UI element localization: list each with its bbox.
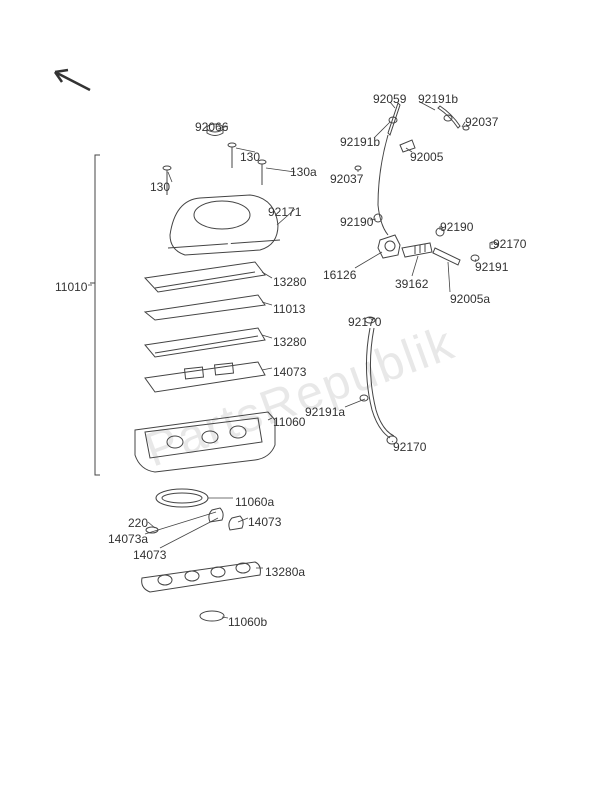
part-label-92005: 92005 (410, 150, 443, 164)
part-label-11060b: 11060b (228, 615, 267, 629)
part-label-92170-1: 92170 (493, 237, 526, 251)
part-label-92037-2: 92037 (330, 172, 363, 186)
part-label-130-2: 130 (240, 150, 260, 164)
part-label-13280-2: 13280 (273, 335, 306, 349)
part-label-130a: 130a (290, 165, 317, 179)
parts-diagram (0, 0, 600, 793)
part-label-11060: 11060 (273, 415, 305, 429)
part-label-92191a: 92191a (305, 405, 345, 419)
part-label-11060a: 11060a (235, 495, 274, 509)
part-label-92191b-1: 92191b (418, 92, 458, 106)
part-label-16126: 16126 (323, 268, 356, 282)
part-label-92066: 92066 (195, 120, 228, 134)
part-label-92190-2: 92190 (440, 220, 473, 234)
part-label-220: 220 (128, 516, 148, 530)
part-label-13280-1: 13280 (273, 275, 306, 289)
part-label-14073-2: 14073 (248, 515, 281, 529)
part-label-130-1: 130 (150, 180, 170, 194)
part-label-92191b-2: 92191b (340, 135, 380, 149)
part-label-13280a: 13280a (265, 565, 305, 579)
part-label-14073-3: 14073 (133, 548, 166, 562)
part-label-11010: 11010 (55, 280, 87, 294)
part-label-92190-1: 92190 (340, 215, 373, 229)
part-label-92037-1: 92037 (465, 115, 498, 129)
part-label-14073-1: 14073 (273, 365, 306, 379)
part-label-92171: 92171 (268, 205, 301, 219)
part-label-11013: 11013 (273, 302, 305, 316)
part-label-92170-3: 92170 (393, 440, 426, 454)
part-label-92191-1: 92191 (475, 260, 508, 274)
part-label-92005a: 92005a (450, 292, 490, 306)
part-label-92170-2: 92170 (348, 315, 381, 329)
part-label-14073a: 14073a (108, 532, 148, 546)
part-label-39162: 39162 (395, 277, 428, 291)
part-label-92059: 92059 (373, 92, 406, 106)
